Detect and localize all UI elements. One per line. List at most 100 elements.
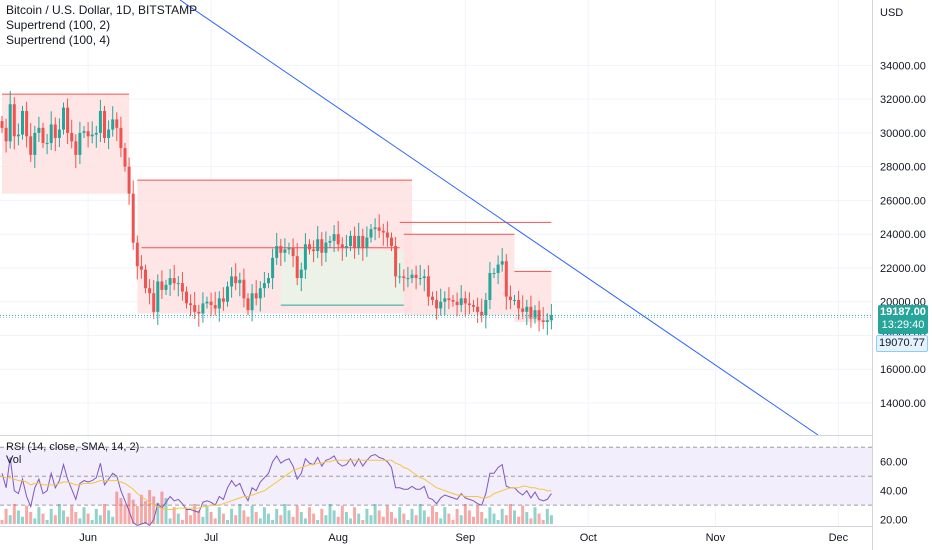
volume-bar: [234, 515, 238, 524]
candle-body: [62, 107, 65, 130]
candle-body: [103, 110, 106, 138]
candle-body: [377, 227, 381, 231]
volume-bar: [385, 505, 389, 524]
volume-bar: [459, 515, 463, 524]
volume-bar: [545, 508, 549, 524]
volume-bar: [70, 505, 74, 524]
volume-bar: [291, 516, 295, 524]
candle-body: [156, 281, 160, 312]
candle-body: [521, 308, 525, 312]
volume-bar: [37, 507, 41, 524]
candle-body: [193, 305, 197, 312]
price-axis[interactable]: 14000.0016000.0018000.0020000.0022000.00…: [880, 60, 926, 410]
candle-body: [234, 276, 238, 284]
volume-bar: [258, 518, 262, 524]
candle-body: [410, 274, 414, 279]
secondary-price-tag: 19070.77: [876, 335, 928, 352]
currency-label: USD: [880, 7, 903, 19]
time-axis[interactable]: Jun Jul Aug Sep Oct Nov Dec: [79, 532, 848, 544]
candle-body: [349, 235, 352, 247]
volume-bar: [267, 513, 270, 524]
volume-bar: [78, 518, 82, 524]
volume-bar: [271, 520, 275, 524]
candle-body: [324, 242, 328, 253]
candle-body: [328, 240, 332, 243]
candle-body: [127, 166, 131, 194]
candle-body: [197, 311, 201, 314]
volume-bar: [472, 516, 475, 524]
x-tick-label: Jul: [204, 532, 218, 544]
vol-label[interactable]: Vol: [6, 454, 22, 466]
candle-body: [320, 239, 324, 253]
volume-bars: [0, 490, 553, 524]
volume-bar: [238, 504, 242, 524]
volume-bar: [8, 515, 12, 524]
candle-body: [353, 235, 357, 248]
candle-body: [25, 110, 29, 137]
volume-bar: [361, 520, 365, 524]
volume-bar: [103, 504, 106, 524]
candle-body: [131, 193, 135, 243]
candle-body: [57, 129, 61, 138]
volume-bar: [295, 505, 299, 524]
candle-body: [66, 107, 70, 133]
rsi-lines: [1, 453, 552, 527]
candle-body: [422, 276, 426, 279]
rsi-title[interactable]: RSI (14, close, SMA, 14, 2): [6, 441, 140, 453]
volume-bar: [431, 505, 434, 524]
volume-bar: [287, 510, 291, 524]
volume-bar: [463, 504, 467, 524]
candle-body: [254, 293, 258, 299]
volume-bar: [152, 496, 156, 524]
volume-bar: [340, 505, 344, 524]
volume-bar: [53, 515, 57, 524]
volume-bar: [107, 510, 111, 524]
volume-bar: [332, 510, 336, 524]
volume-bar: [316, 520, 320, 524]
rsi-axis[interactable]: 20.00 40.00 60.00: [880, 457, 908, 527]
volume-bar: [197, 510, 201, 524]
indicator-supertrend-2[interactable]: Supertrend (100, 2): [6, 18, 111, 32]
indicator-supertrend-4[interactable]: Supertrend (100, 4): [6, 33, 111, 47]
volume-bar: [193, 504, 197, 524]
volume-bar: [4, 508, 8, 524]
candle-body: [336, 234, 340, 245]
rsi-line: [1, 453, 552, 527]
candle-body: [451, 300, 455, 302]
countdown: 13:29:40: [881, 319, 925, 331]
candle-body: [455, 301, 459, 306]
volume-bar: [205, 505, 209, 524]
x-tick-label: Nov: [706, 532, 726, 544]
y-tick-label: 32000.00: [880, 94, 926, 106]
volume-bar: [492, 513, 496, 524]
candle-body: [230, 276, 234, 287]
candle-body: [53, 124, 57, 138]
chart-title[interactable]: Bitcoin / U.S. Dollar, 1D, BITSTAMP: [6, 3, 198, 17]
candle-body: [0, 121, 4, 128]
candle-body: [90, 134, 94, 137]
volume-bar: [164, 498, 168, 524]
candle-body: [406, 278, 410, 280]
candle-body: [312, 249, 316, 252]
trend-line[interactable]: [179, 0, 819, 436]
volume-bar: [226, 520, 229, 524]
candle-body: [435, 300, 439, 309]
volume-bar: [549, 515, 553, 524]
volume-bar: [513, 510, 516, 524]
volume-bar: [496, 520, 500, 524]
supertrend-fill: [514, 271, 552, 322]
volume-bar: [414, 515, 418, 524]
volume-bar: [529, 518, 533, 524]
volume-bar: [336, 516, 340, 524]
candle-body: [308, 244, 311, 250]
candle-body: [357, 235, 361, 248]
candle-body: [488, 273, 492, 301]
volume-bar: [328, 504, 332, 524]
y-tick-label: 30000.00: [880, 128, 926, 140]
volume-bar: [467, 510, 471, 524]
volume-bar: [98, 515, 102, 524]
candle-body: [148, 288, 152, 294]
volume-bar: [373, 504, 377, 524]
secondary-price: 19070.77: [879, 337, 925, 349]
